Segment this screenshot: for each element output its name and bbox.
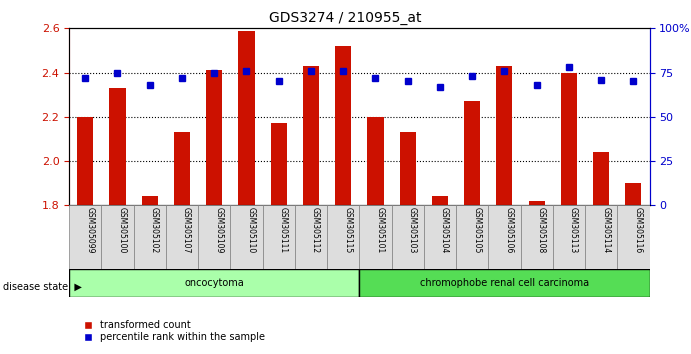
Text: GSM305106: GSM305106 bbox=[504, 207, 513, 253]
Text: GSM305109: GSM305109 bbox=[214, 207, 223, 253]
Text: GSM305108: GSM305108 bbox=[537, 207, 546, 253]
Bar bbox=[206, 70, 223, 205]
Bar bbox=[166, 205, 198, 269]
Bar bbox=[399, 132, 416, 205]
Bar bbox=[456, 205, 489, 269]
Bar bbox=[77, 117, 93, 205]
Bar bbox=[593, 152, 609, 205]
Bar bbox=[263, 205, 295, 269]
Text: oncocytoma: oncocytoma bbox=[184, 278, 244, 288]
Text: GSM305107: GSM305107 bbox=[182, 207, 191, 253]
Bar bbox=[553, 205, 585, 269]
Bar bbox=[520, 205, 553, 269]
Bar bbox=[230, 205, 263, 269]
Text: GSM305112: GSM305112 bbox=[311, 207, 320, 253]
Bar bbox=[174, 132, 190, 205]
Bar bbox=[109, 88, 126, 205]
Bar bbox=[496, 66, 513, 205]
Bar bbox=[392, 205, 424, 269]
Bar bbox=[69, 205, 102, 269]
Text: GSM305114: GSM305114 bbox=[601, 207, 610, 253]
Text: GSM305110: GSM305110 bbox=[247, 207, 256, 253]
Bar bbox=[359, 205, 392, 269]
Bar bbox=[198, 205, 230, 269]
Bar bbox=[529, 201, 545, 205]
Bar bbox=[303, 66, 319, 205]
Text: GDS3274 / 210955_at: GDS3274 / 210955_at bbox=[269, 11, 422, 25]
Bar bbox=[133, 205, 166, 269]
Text: GSM305116: GSM305116 bbox=[634, 207, 643, 253]
Text: GSM305105: GSM305105 bbox=[472, 207, 481, 253]
Text: GSM305101: GSM305101 bbox=[375, 207, 384, 253]
Bar bbox=[271, 124, 287, 205]
Text: GSM305111: GSM305111 bbox=[278, 207, 287, 253]
Bar bbox=[335, 46, 351, 205]
Text: GSM305102: GSM305102 bbox=[150, 207, 159, 253]
Bar bbox=[489, 205, 520, 269]
Bar bbox=[585, 205, 617, 269]
Text: GSM305100: GSM305100 bbox=[117, 207, 126, 253]
Bar bbox=[424, 205, 456, 269]
Text: GSM305115: GSM305115 bbox=[343, 207, 352, 253]
Bar bbox=[238, 30, 254, 205]
Text: chromophobe renal cell carcinoma: chromophobe renal cell carcinoma bbox=[420, 278, 589, 288]
Bar bbox=[142, 196, 158, 205]
Bar bbox=[368, 117, 384, 205]
Bar bbox=[561, 73, 577, 205]
Bar bbox=[359, 269, 650, 297]
Bar bbox=[432, 196, 448, 205]
Bar bbox=[464, 101, 480, 205]
Bar bbox=[617, 205, 650, 269]
Bar bbox=[69, 269, 359, 297]
Text: GSM305099: GSM305099 bbox=[85, 207, 94, 254]
Text: GSM305104: GSM305104 bbox=[440, 207, 449, 253]
Text: GSM305103: GSM305103 bbox=[408, 207, 417, 253]
Text: disease state  ▶: disease state ▶ bbox=[3, 282, 82, 292]
Bar bbox=[625, 183, 641, 205]
Legend: transformed count, percentile rank within the sample: transformed count, percentile rank withi… bbox=[74, 316, 269, 346]
Text: GSM305113: GSM305113 bbox=[569, 207, 578, 253]
Bar bbox=[102, 205, 133, 269]
Bar bbox=[295, 205, 327, 269]
Bar bbox=[327, 205, 359, 269]
